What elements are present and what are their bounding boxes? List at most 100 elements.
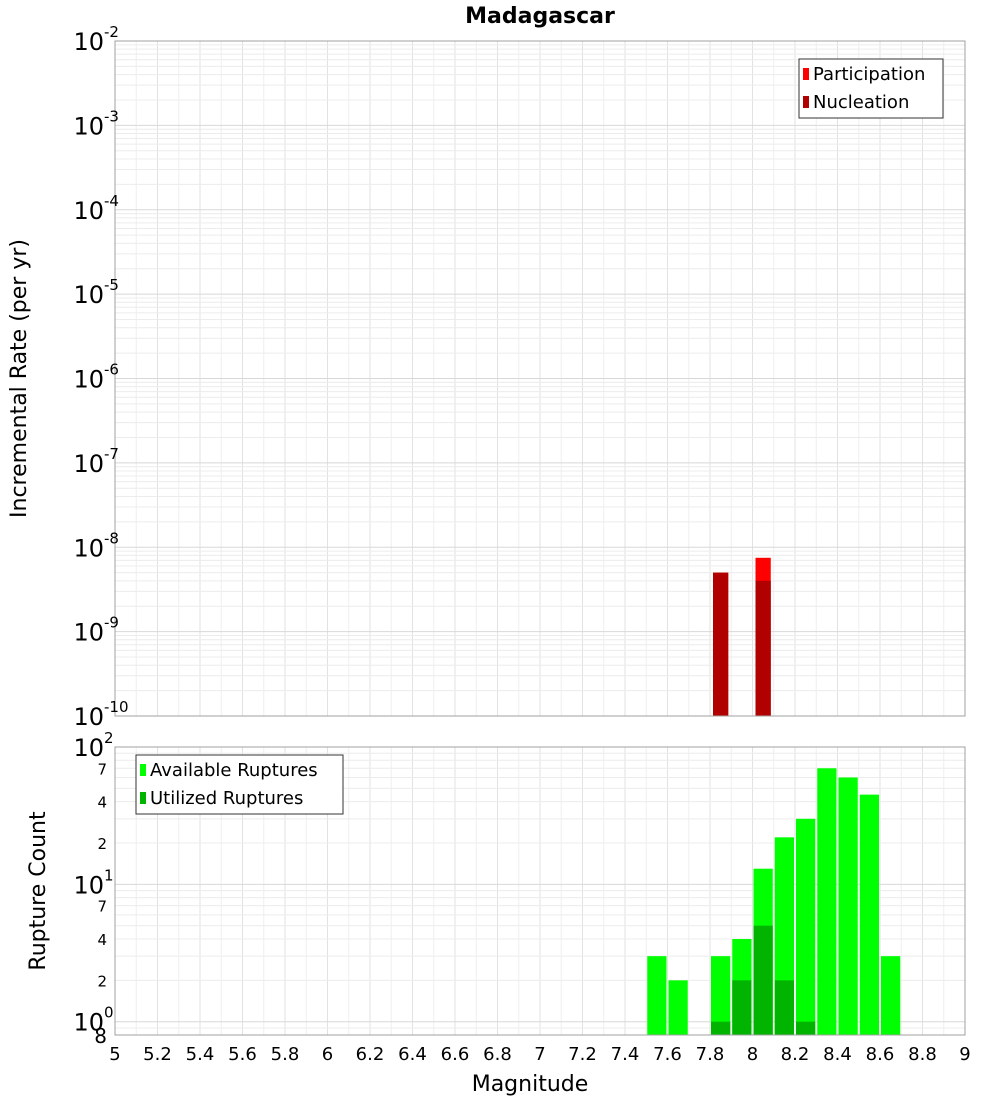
bottom-legend-box — [135, 754, 344, 815]
x-tick-label: 8.6 — [866, 1044, 895, 1065]
utilized-ruptures-bar — [711, 1021, 731, 1035]
y-tick-exponent: -8 — [104, 529, 119, 547]
y-tick-base: 10 — [73, 366, 104, 394]
x-tick-label: 8 — [747, 1044, 758, 1065]
x-tick-label: 8.2 — [781, 1044, 810, 1065]
y-tick-exponent: -4 — [104, 192, 119, 210]
legend-swatch-0 — [140, 764, 146, 776]
available-ruptures-bar — [711, 956, 731, 1035]
x-tick-label: 7 — [534, 1044, 545, 1065]
legend-label-0: Available Ruptures — [150, 760, 318, 781]
y-tick-exponent: 1 — [104, 866, 114, 884]
y-tick-exponent: -7 — [104, 445, 119, 463]
top-plot-frame — [114, 40, 966, 717]
available-ruptures-bar — [647, 956, 667, 1035]
y-tick-exponent: -10 — [104, 698, 129, 716]
y-tick-base: 10 — [73, 281, 104, 309]
available-ruptures-bar — [838, 777, 858, 1035]
y-tick-base: 10 — [73, 534, 104, 562]
available-ruptures-bar — [668, 980, 688, 1035]
legend-label-1: Utilized Ruptures — [150, 788, 303, 809]
x-tick-labels: 5 5.2 5.4 5.6 5.8 6 6.2 6.4 6.6 6.8 7 7.2 7.4 7.6 7.8 8… — [109, 1044, 970, 1065]
top-y-tick-label: 10 -7 — [73, 445, 119, 478]
bottom-y-minor-tick: 2 — [97, 835, 107, 853]
bottom-y-major-tick: 10 2 — [73, 729, 113, 762]
bottom-y-minor-tick: 4 — [97, 931, 107, 949]
top-y-axis-label: Incremental Rate (per yr) — [7, 239, 32, 518]
bottom-y-major-tick: 10 0 — [73, 1004, 113, 1037]
y-tick-base: 10 — [73, 703, 104, 731]
utilized-ruptures-bar — [796, 1021, 816, 1035]
bottom-y-minor-tick: 4 — [97, 794, 107, 812]
y-tick-base: 10 — [73, 28, 104, 56]
y-tick-base: 10 — [73, 1009, 104, 1037]
top-y-tick-label: 10 -4 — [73, 192, 119, 225]
bottom-plot-frame — [114, 746, 966, 1036]
top-y-tick-label: 10 -9 — [73, 614, 119, 647]
top-y-tick-label: 10 -5 — [73, 276, 119, 309]
y-tick-base: 10 — [73, 112, 104, 140]
y-tick-exponent: 0 — [104, 1004, 114, 1022]
y-tick-exponent: -3 — [104, 107, 119, 125]
y-tick-base: 10 — [73, 619, 104, 647]
x-tick-label: 5.4 — [186, 1044, 215, 1065]
legend-label-0: Participation — [813, 64, 925, 85]
available-ruptures-bar — [859, 794, 879, 1035]
top-legend: Participation Nucleation — [798, 58, 944, 119]
x-tick-label: 7.2 — [568, 1044, 597, 1065]
top-legend-box — [798, 58, 944, 119]
bottom-bars — [647, 768, 901, 1035]
available-ruptures-bar — [796, 818, 816, 1035]
x-tick-label: 6.2 — [356, 1044, 385, 1065]
y-tick-exponent: -9 — [104, 614, 119, 632]
x-tick-label: 9 — [959, 1044, 970, 1065]
x-tick-label: 8.8 — [908, 1044, 937, 1065]
y-tick-exponent: -2 — [104, 23, 119, 41]
utilized-ruptures-bar — [732, 980, 752, 1035]
y-tick-base: 10 — [73, 197, 104, 225]
bottom-legend: Available Ruptures Utilized Ruptures — [135, 754, 344, 815]
x-tick-label: 5 — [109, 1044, 120, 1065]
bottom-y-minor-tick: 7 — [97, 760, 107, 778]
available-ruptures-bar — [817, 768, 837, 1035]
top-bars — [713, 557, 771, 716]
bottom-y-minor-tick: 8 — [94, 1024, 107, 1048]
y-tick-base: 10 — [73, 450, 104, 478]
top-y-tick-label: 10 -6 — [73, 361, 119, 394]
x-tick-label: 5.2 — [143, 1044, 172, 1065]
chart-title: Madagascar — [465, 4, 615, 29]
x-tick-label: 7.4 — [611, 1044, 640, 1065]
y-tick-base: 10 — [73, 734, 104, 762]
nucleation-bar — [713, 572, 729, 716]
top-y-tick-label: 10 -8 — [73, 529, 119, 562]
legend-swatch-1 — [803, 96, 809, 108]
legend-swatch-0 — [803, 68, 809, 80]
x-tick-label: 6.4 — [398, 1044, 427, 1065]
top-y-tick-label: 10 -3 — [73, 107, 119, 140]
x-tick-label: 5.8 — [271, 1044, 300, 1065]
x-axis-label: Magnitude — [472, 1072, 589, 1097]
y-tick-exponent: -6 — [104, 361, 119, 379]
bottom-y-axis-label: Rupture Count — [26, 811, 51, 971]
bottom-y-minor-tick: 7 — [97, 898, 107, 916]
nucleation-bar — [755, 580, 771, 716]
x-tick-label: 5.6 — [228, 1044, 257, 1065]
x-tick-label: 7.6 — [653, 1044, 682, 1065]
x-tick-label: 7.8 — [696, 1044, 725, 1065]
legend-swatch-1 — [140, 792, 146, 804]
y-tick-base: 10 — [73, 871, 104, 899]
x-tick-label: 6.8 — [483, 1044, 512, 1065]
y-tick-exponent: -5 — [104, 276, 119, 294]
available-ruptures-bar — [881, 956, 901, 1035]
x-tick-label: 6 — [322, 1044, 333, 1065]
utilized-ruptures-bar — [774, 980, 794, 1035]
y-tick-exponent: 2 — [104, 729, 114, 747]
bottom-y-minor-tick: 2 — [97, 972, 107, 990]
x-tick-label: 6.6 — [441, 1044, 470, 1065]
bottom-y-major-tick: 10 1 — [73, 866, 113, 899]
